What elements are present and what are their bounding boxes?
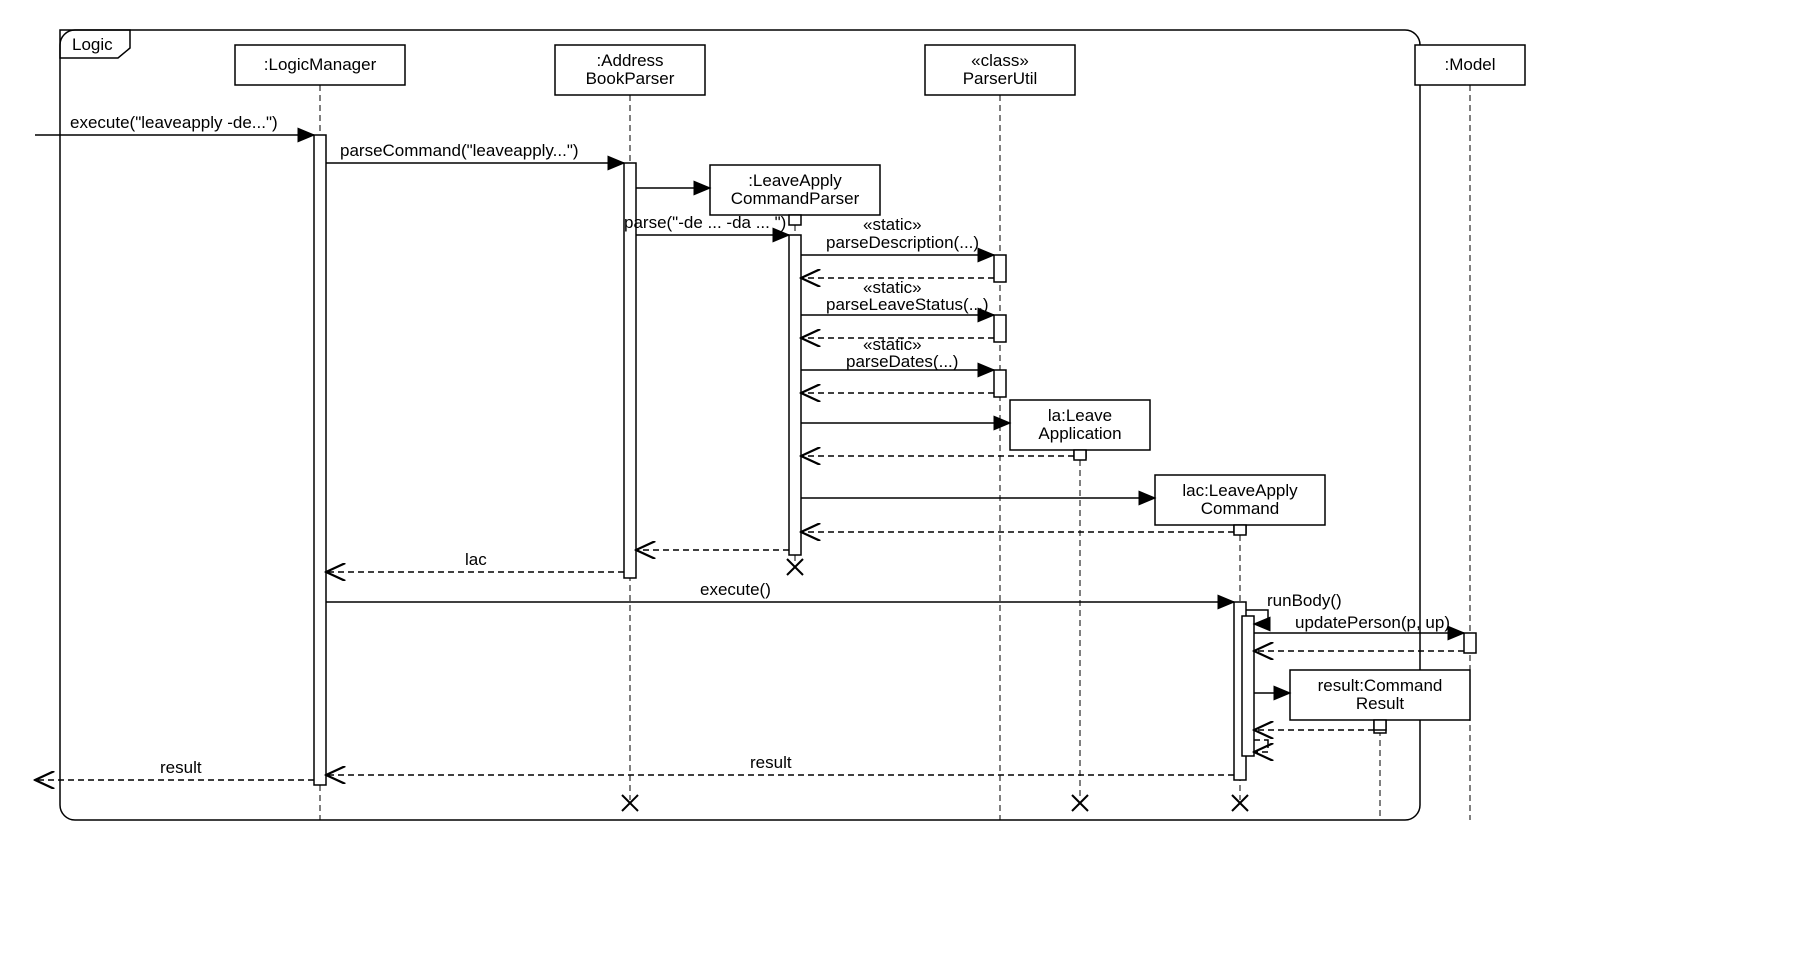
message-label: lac (465, 550, 487, 569)
activation-bar (994, 255, 1006, 282)
activation-bar (314, 135, 326, 785)
participant-label: ParserUtil (963, 69, 1038, 88)
message-label: result (750, 753, 792, 772)
participant-label: lac:LeaveApply (1182, 481, 1298, 500)
message-label: parse("-de ... -da ... ") (624, 213, 786, 232)
activation-bar (994, 370, 1006, 397)
participant-label: :LeaveApply (748, 171, 842, 190)
head-activation (1374, 720, 1386, 730)
message-label: runBody() (1267, 591, 1342, 610)
activation-bar (1464, 633, 1476, 653)
participant-label: result:Command (1318, 676, 1443, 695)
participant-label: :LogicManager (264, 55, 377, 74)
participant-label: :Address (596, 51, 663, 70)
head-activation (1234, 525, 1246, 535)
activation-bar (1242, 616, 1254, 756)
message-label: execute() (700, 580, 771, 599)
message-label: «static» (863, 215, 922, 234)
message-label: updatePerson(p, up) (1295, 613, 1450, 632)
message-label: result (160, 758, 202, 777)
activation-bar (789, 235, 801, 555)
head-activation (789, 215, 801, 225)
participant-label: Command (1201, 499, 1279, 518)
sequence-diagram: Logic :LogicManager :AddressBookParser «cla… (20, 20, 1814, 840)
message-label: parseLeaveStatus(...) (826, 295, 989, 314)
participant-label: «class» (971, 51, 1029, 70)
head-activation (1074, 450, 1086, 460)
participant-label: :Model (1444, 55, 1495, 74)
logic-frame (60, 30, 1420, 820)
activation-bar (994, 315, 1006, 342)
message-label: execute("leaveapply -de...") (70, 113, 278, 132)
participant-label: la:Leave (1048, 406, 1112, 425)
participant-label: Application (1038, 424, 1121, 443)
participant-label: BookParser (586, 69, 675, 88)
self-return (1254, 742, 1268, 752)
participant-label: CommandParser (731, 189, 860, 208)
participant-label: Result (1356, 694, 1404, 713)
message-label: parseDates(...) (846, 352, 958, 371)
message-label: parseDescription(...) (826, 233, 979, 252)
message-label: parseCommand("leaveapply...") (340, 141, 579, 160)
frame-label: Logic (72, 35, 113, 54)
